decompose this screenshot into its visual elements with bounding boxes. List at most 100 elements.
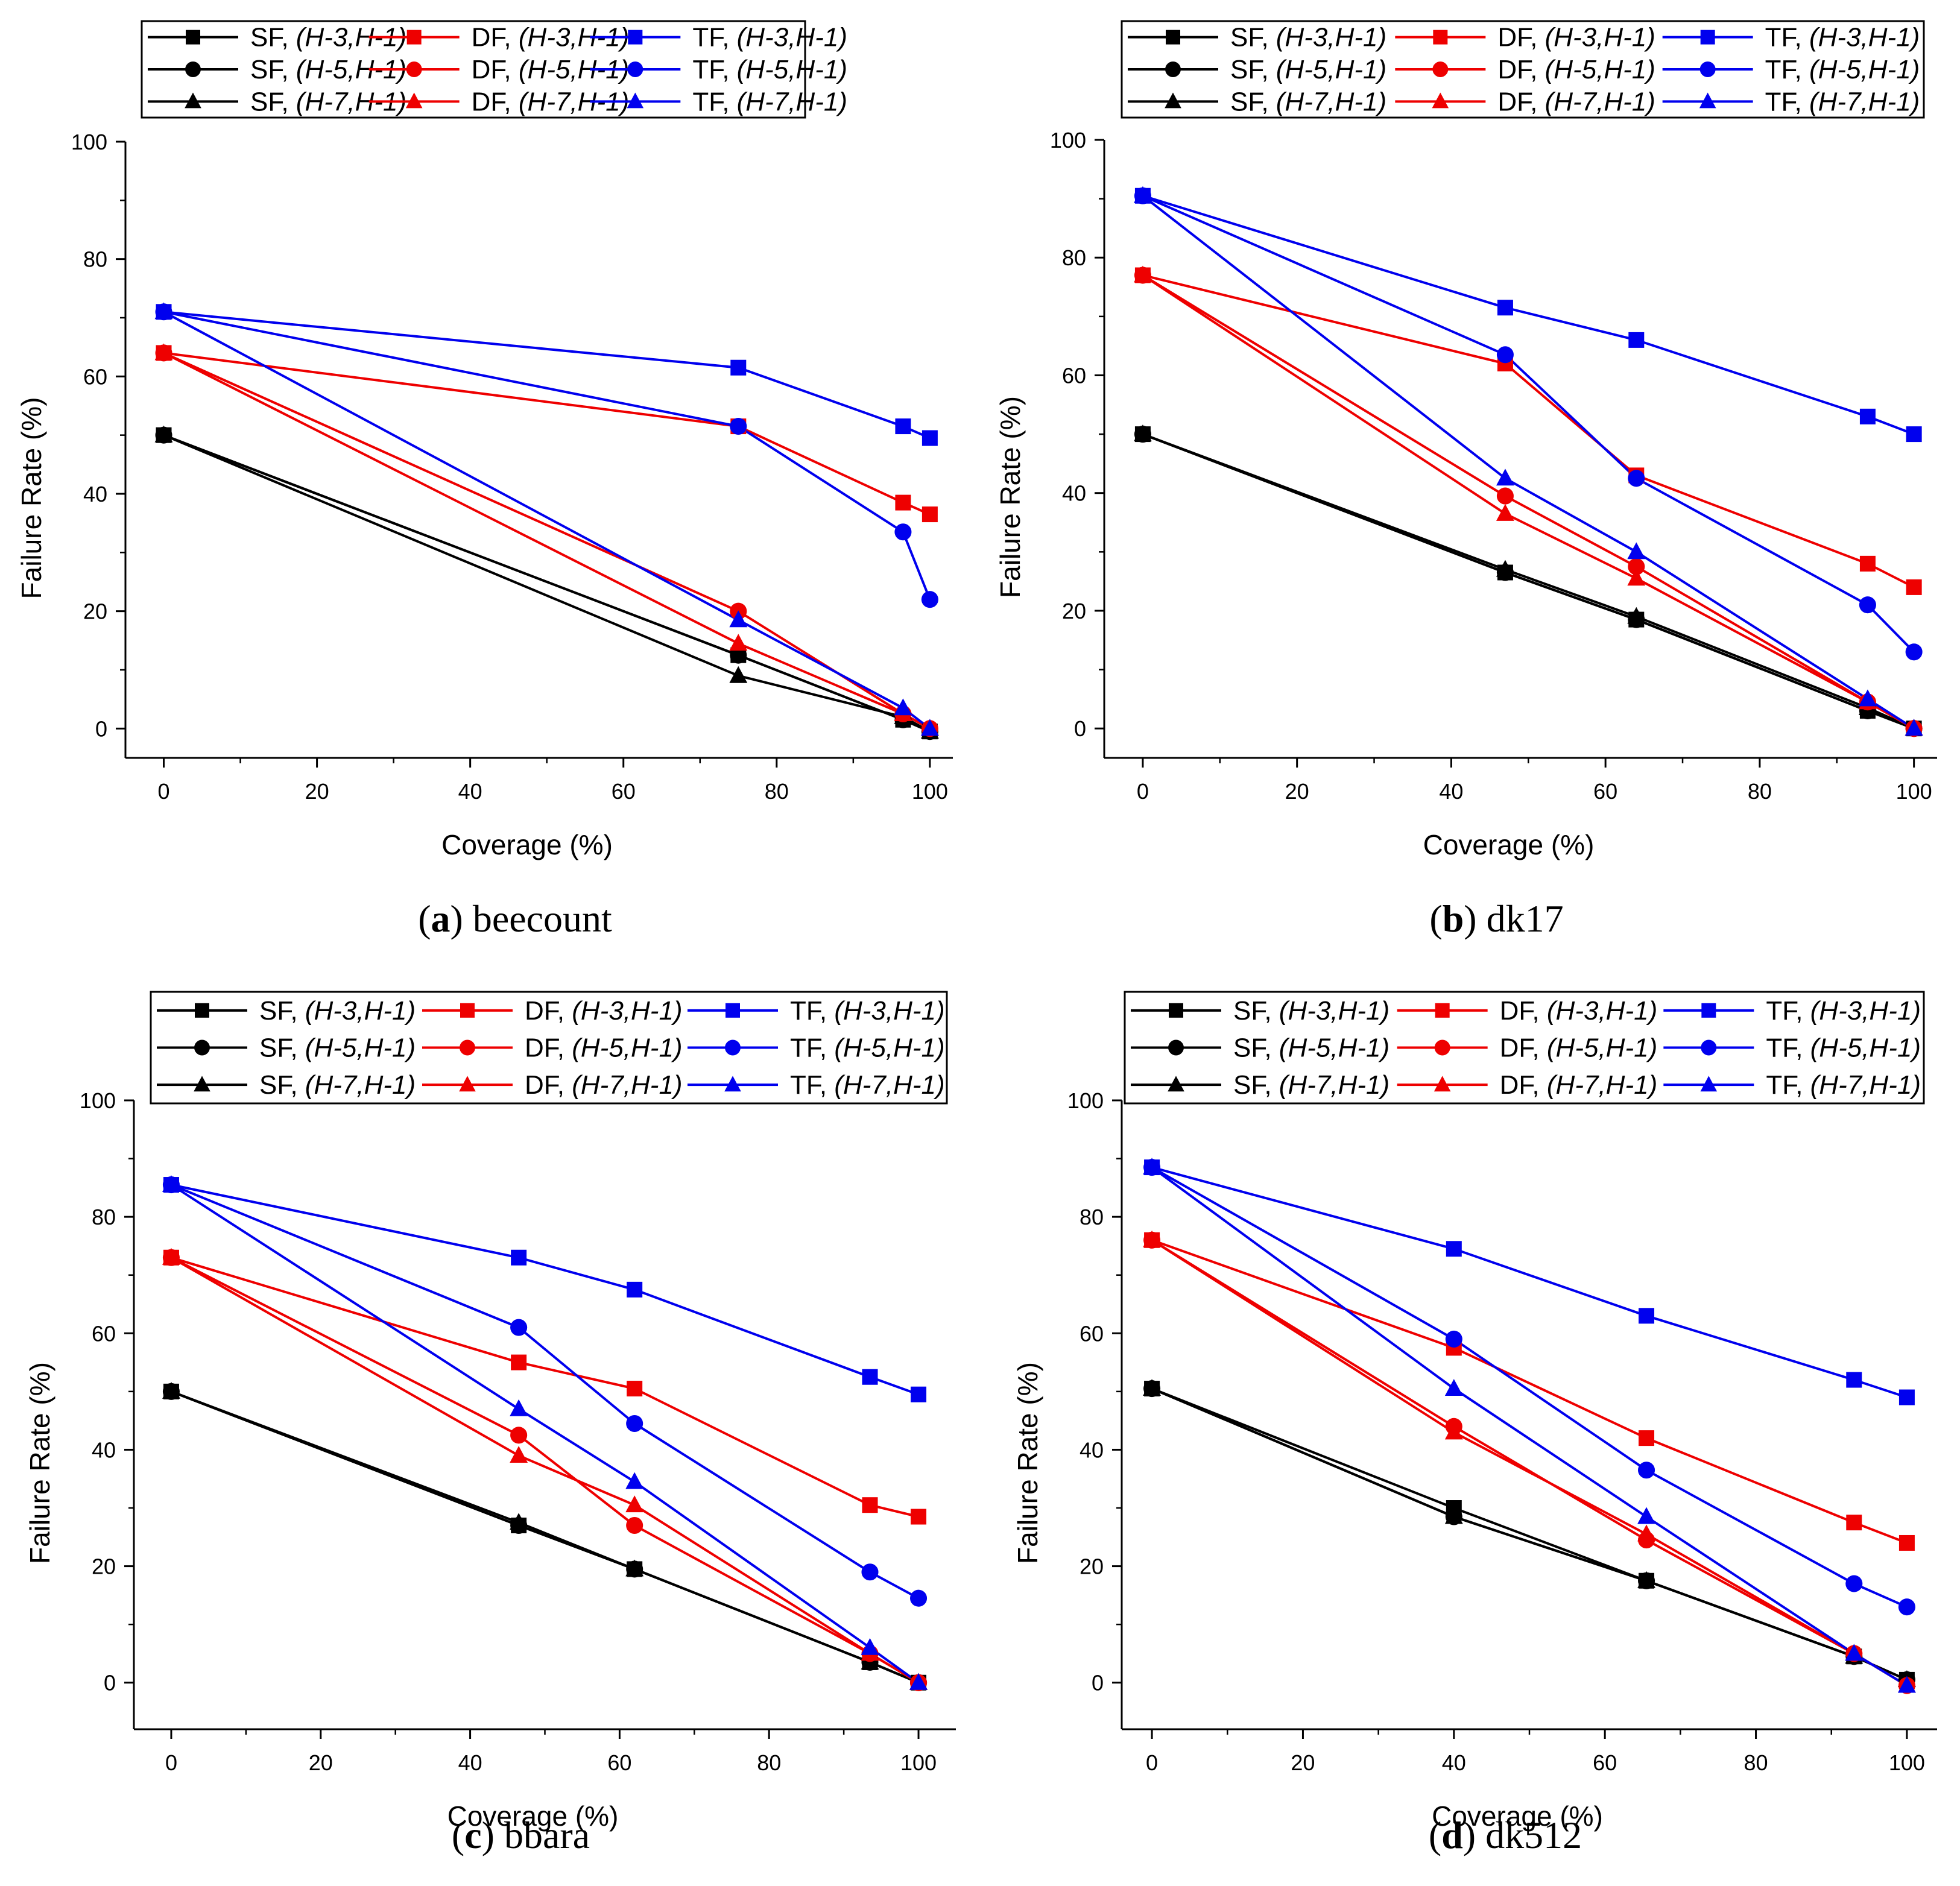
legend-label: DF, (H-3,H-1) (525, 996, 683, 1026)
data-point (154, 343, 173, 361)
series-line (163, 311, 931, 730)
legend-label: TF, (H-3,H-1) (692, 23, 847, 52)
legend-label: TF, (H-7,H-1) (790, 1070, 945, 1100)
series-line (1151, 1166, 1908, 1687)
legend-marker (1434, 1076, 1451, 1092)
data-point (1627, 607, 1646, 624)
legend-marker (185, 92, 201, 109)
legend: SF, (H-3,H-1) DF, (H-3,H-1) TF, (H-3,H-1) S… (1121, 20, 1925, 119)
panel-dk17: 0 20 40 60 80 100 0 20 40 60 80 100 Coverage (%) Fail… (994, 20, 1937, 940)
legend-label: SF, (H-3,H-1) (1233, 996, 1389, 1026)
data-point (1637, 1571, 1655, 1588)
x-tick-label: 40 (1439, 779, 1463, 804)
data-point (729, 666, 748, 683)
y-tick-label: 40 (1080, 1437, 1104, 1462)
legend-marker (1434, 1039, 1450, 1056)
x-tick-label: 20 (305, 779, 329, 804)
data-point (1133, 186, 1152, 203)
series-line (163, 434, 931, 733)
legend-marker (1435, 1003, 1450, 1018)
legend-marker (726, 1003, 740, 1018)
legend-marker (1432, 62, 1449, 77)
data-point (922, 506, 938, 523)
series-line (171, 1184, 919, 1396)
y-tick-label: 20 (92, 1554, 116, 1579)
data-point (154, 302, 173, 320)
panel-caption: (b) dk17 (1429, 897, 1563, 940)
data-point (1446, 1241, 1462, 1257)
y-tick-label: 40 (1062, 481, 1086, 506)
data-point (911, 1509, 927, 1525)
data-point (895, 494, 911, 511)
y-tick-label: 0 (104, 1671, 116, 1695)
x-tick-label: 60 (1593, 779, 1617, 804)
legend-label: DF, (H-5,H-1) (472, 55, 630, 84)
data-point (1143, 1379, 1162, 1396)
legend-label: SF, (H-5,H-1) (1230, 55, 1386, 84)
legend-box (141, 20, 806, 119)
data-point (1846, 1515, 1862, 1531)
x-tick-label: 0 (1137, 779, 1149, 804)
x-tick-label: 100 (900, 1750, 937, 1775)
data-point (1905, 643, 1923, 661)
data-point (1898, 1389, 1915, 1405)
series-line (1142, 195, 1915, 730)
x-axis-title: Coverage (%) (441, 829, 613, 860)
data-point (1639, 1430, 1655, 1446)
series-line (1142, 194, 1915, 435)
legend-marker (1699, 92, 1716, 109)
data-point (861, 1638, 879, 1655)
data-point (922, 430, 938, 446)
data-point (1627, 542, 1646, 560)
data-point (1859, 555, 1876, 572)
legend-label: DF, (H-5,H-1) (1497, 55, 1655, 84)
x-tick-label: 20 (1291, 1750, 1315, 1775)
panel-caption: (d) dk512 (1429, 1814, 1582, 1856)
legend-label: TF, (H-7,H-1) (692, 87, 847, 116)
y-tick-label: 40 (83, 482, 107, 506)
x-axis-title: Coverage (%) (1423, 829, 1595, 860)
y-tick-label: 60 (92, 1321, 116, 1346)
series-line (171, 1390, 919, 1684)
legend-box (150, 991, 948, 1105)
legend-marker (406, 30, 422, 45)
x-tick-label: 60 (607, 1750, 631, 1775)
data-point (1628, 470, 1645, 487)
legend-label: TF, (H-7,H-1) (1766, 1070, 1921, 1100)
series-line (1142, 274, 1915, 730)
data-point (510, 1319, 528, 1336)
data-point (1845, 1575, 1863, 1592)
data-point (1496, 346, 1514, 364)
x-tick-label: 20 (1285, 779, 1309, 804)
panel-caption: (a) beecount (418, 897, 612, 940)
series-line (171, 1256, 919, 1518)
data-point (627, 1381, 643, 1397)
legend-label: DF, (H-7,H-1) (1497, 87, 1655, 116)
y-tick-label: 20 (1062, 599, 1086, 623)
data-point (162, 1381, 180, 1399)
x-tick-label: 60 (1593, 1750, 1617, 1775)
legend-box (1121, 20, 1925, 119)
legend-label: SF, (H-5,H-1) (250, 55, 406, 84)
legend-marker (405, 92, 423, 109)
y-tick-label: 20 (1080, 1554, 1104, 1579)
data-point (625, 1559, 644, 1577)
legend-marker (1432, 92, 1449, 109)
legend-label: TF, (H-7,H-1) (1765, 87, 1920, 116)
y-tick-label: 40 (92, 1437, 116, 1462)
data-point (730, 418, 747, 435)
data-point (1628, 332, 1645, 348)
data-point (1906, 426, 1922, 443)
data-point (909, 1673, 928, 1690)
data-point (510, 1513, 528, 1530)
legend-marker (1166, 30, 1180, 45)
legend-label: DF, (H-7,H-1) (525, 1070, 683, 1100)
data-point (1898, 1534, 1915, 1551)
data-point (1905, 719, 1923, 736)
data-point (511, 1354, 527, 1370)
data-point (911, 1386, 927, 1402)
y-tick-label: 0 (1092, 1671, 1104, 1695)
data-point (894, 698, 912, 716)
x-tick-label: 100 (1889, 1750, 1925, 1775)
legend-label: TF, (H-3,H-1) (1765, 23, 1920, 52)
